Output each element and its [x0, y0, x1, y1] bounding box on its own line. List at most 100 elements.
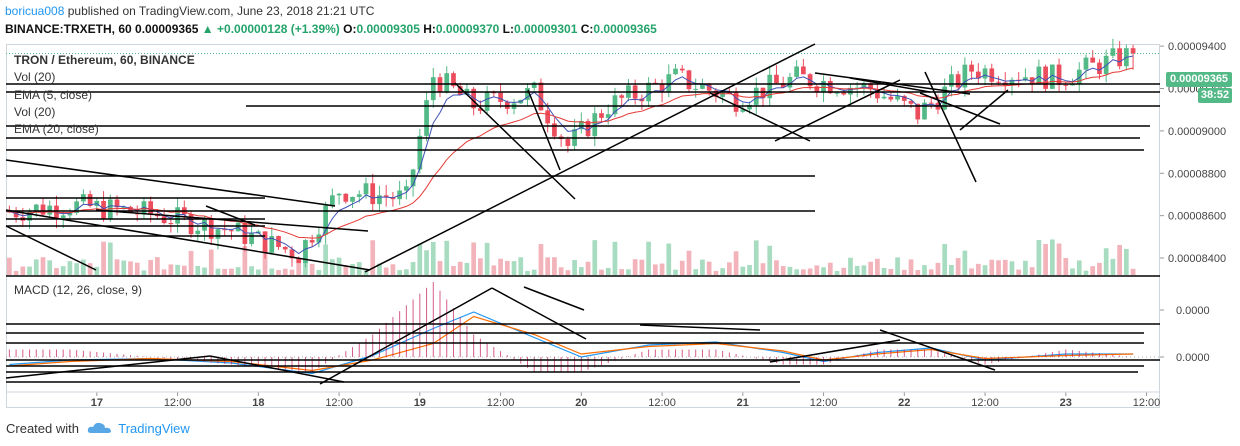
volume-bar — [478, 258, 483, 275]
volume-bar — [1023, 260, 1028, 275]
volume-bar — [121, 260, 127, 275]
candle — [706, 84, 712, 91]
volume-bar — [875, 258, 880, 275]
candle — [928, 102, 934, 104]
candle — [821, 80, 826, 93]
volume-bar — [323, 244, 328, 275]
volume-bar — [626, 269, 631, 275]
candle — [612, 95, 618, 115]
candle — [686, 70, 692, 90]
candle — [60, 215, 66, 218]
trend-line — [491, 287, 587, 340]
volume-bar — [531, 269, 537, 275]
high-label: H: — [423, 22, 436, 36]
volume-bar — [235, 267, 241, 275]
volume-bar — [350, 263, 355, 275]
candle — [915, 103, 921, 120]
volume-bar — [188, 250, 194, 275]
trend-line — [319, 287, 493, 385]
volume-bar — [343, 265, 349, 275]
volume-bar — [1043, 244, 1048, 275]
candle — [1056, 64, 1062, 85]
candle — [229, 230, 234, 232]
candle — [269, 236, 275, 253]
candle — [336, 193, 342, 196]
candle — [107, 199, 113, 220]
ema-layer — [6, 53, 1160, 255]
candle — [27, 211, 32, 221]
volume-bar — [861, 265, 867, 275]
volume-bar — [1016, 269, 1022, 275]
candle — [148, 201, 154, 214]
volume-bar — [67, 261, 73, 275]
close-value: 0.00009365 — [593, 22, 657, 36]
candle — [955, 74, 961, 88]
volume-bar — [222, 268, 228, 275]
candle — [1063, 84, 1069, 86]
candle — [868, 83, 874, 90]
publish-text: published on TradingView.com, June 23, 2… — [67, 4, 375, 18]
created-with-text: Created with — [6, 421, 79, 436]
volume-bar — [437, 261, 443, 275]
volume-bar — [269, 268, 275, 275]
volume-bar — [740, 266, 746, 275]
volume-bar — [652, 264, 658, 275]
candle — [74, 201, 80, 213]
volume-bar — [706, 261, 712, 275]
x-tick-label: 12:00 — [971, 397, 999, 409]
volume-bar — [1110, 258, 1116, 275]
candle — [895, 95, 900, 100]
volume-bar — [821, 267, 826, 275]
volume-bar — [787, 266, 793, 275]
volume-bar — [101, 241, 106, 275]
volume-bar — [1070, 268, 1075, 275]
y-tick-label: 0.00008600 — [1168, 211, 1226, 223]
volume-bar — [592, 240, 598, 275]
trend-line — [523, 286, 585, 311]
x-tick-label: 20 — [575, 397, 587, 409]
volume-bar — [81, 259, 86, 275]
volume-bar — [632, 259, 638, 275]
volume-bar — [215, 268, 221, 275]
candle — [1097, 62, 1102, 75]
author-link[interactable]: boricua008 — [5, 4, 65, 18]
volume-bar — [370, 240, 376, 275]
candle — [565, 139, 571, 146]
trend-line — [769, 339, 901, 363]
volume-bar — [316, 269, 322, 275]
volume-bar — [599, 269, 604, 275]
candle — [323, 205, 328, 235]
footer: Created with TradingView — [6, 419, 190, 441]
candle — [498, 92, 503, 102]
volume-bar — [969, 268, 974, 275]
volume-bar — [397, 270, 402, 275]
volume-bar — [982, 265, 988, 275]
volume-bar — [1009, 261, 1015, 275]
low-label: L: — [502, 22, 514, 36]
volume-bar — [807, 268, 813, 275]
candle — [87, 194, 93, 206]
volume-bar — [578, 267, 584, 275]
trend-line — [959, 89, 1009, 131]
last-price: 0.00009365 — [135, 22, 199, 36]
x-tick-label: 12:00 — [1133, 397, 1161, 409]
candle — [383, 195, 389, 198]
volume-bar — [444, 240, 450, 275]
volume-bar — [87, 263, 93, 275]
candles-layer — [7, 38, 1136, 268]
candle — [444, 73, 450, 93]
volume-bar — [605, 268, 611, 275]
volume-bar — [336, 257, 342, 275]
tradingview-link[interactable]: TradingView — [118, 421, 190, 436]
candle — [881, 96, 887, 99]
candle — [457, 86, 463, 95]
candle — [188, 214, 194, 235]
volume-bar — [720, 268, 725, 275]
volume-bar — [700, 259, 705, 275]
volume-bar — [1002, 259, 1008, 275]
candle — [659, 83, 665, 93]
x-tick-label: 21 — [737, 397, 749, 409]
candle — [370, 183, 376, 205]
volume-bar — [464, 262, 470, 275]
